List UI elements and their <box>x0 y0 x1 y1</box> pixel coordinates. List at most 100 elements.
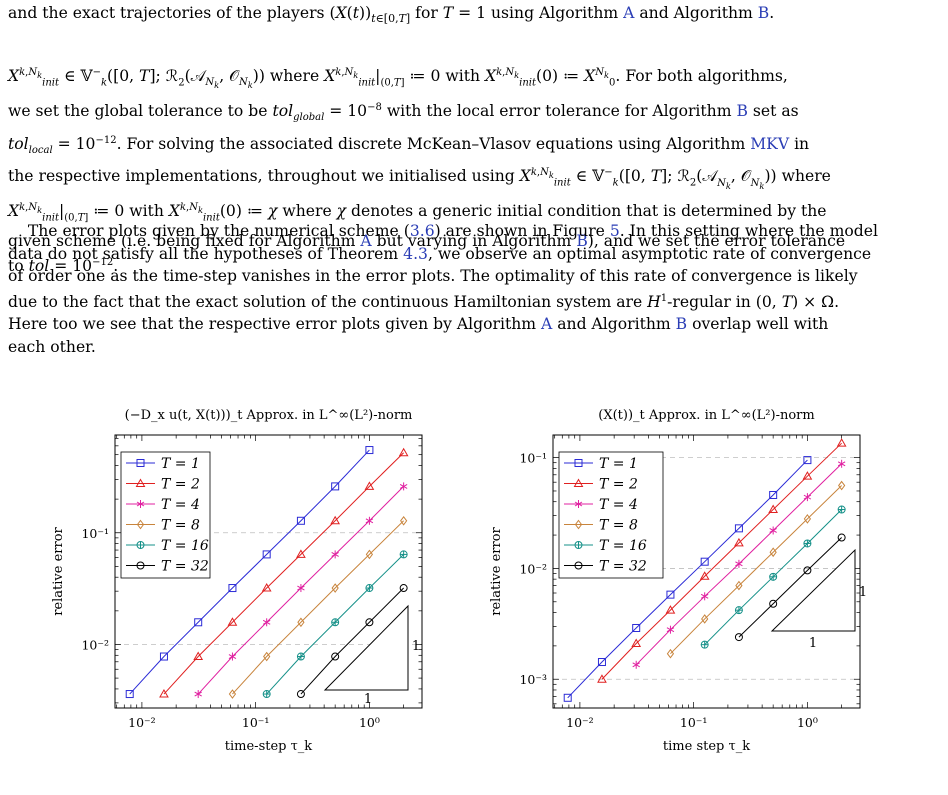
data-point-stroke <box>194 691 202 697</box>
data-point-stroke <box>331 551 339 557</box>
legend-label: T = 16 <box>161 538 209 554</box>
data-point <box>261 583 272 592</box>
legend-label: T = 4 <box>161 497 200 513</box>
paragraph-tolerances: Xk,Nkinit ∈ 𝕍−k([0, T]; ℛ2(𝒜Nk, 𝒪Nk)) wh… <box>8 62 938 278</box>
p2-line-3: of order one as the time-step vanishes i… <box>8 267 858 285</box>
plot-frame <box>114 434 423 709</box>
data-point <box>631 638 642 648</box>
link-algorithm-a[interactable]: A <box>623 4 635 22</box>
data-point <box>837 459 846 468</box>
data-point <box>193 651 204 661</box>
data-point <box>365 584 374 593</box>
p2-line-5: Here too we see that the respective erro… <box>8 315 829 334</box>
p1-line-1: Xk,Nkinit ∈ 𝕍−k([0, T]; ℛ2(𝒜Nk, 𝒪Nk)) wh… <box>8 67 788 91</box>
chart-1: 1 1 T = 1 T = 2 T = 4 T = 8 T = 16 T = 32 10⁻² 10… <box>51 408 423 754</box>
slope-triangle <box>323 604 409 691</box>
link-algorithm-a[interactable]: A <box>541 315 553 334</box>
axis-ticks <box>553 435 860 708</box>
text-top-line: and the exact trajectories of the player… <box>8 4 775 26</box>
legend-label: T = 16 <box>599 538 647 554</box>
data-point-stroke <box>365 518 374 524</box>
data-point <box>803 493 812 502</box>
data-point <box>768 504 779 514</box>
y-tick-label: 10⁻¹ <box>519 451 547 466</box>
series-T32 <box>296 584 408 699</box>
legend-box <box>120 451 211 579</box>
data-point-stroke <box>399 483 408 489</box>
data-point-stroke <box>837 461 846 467</box>
data-point <box>228 584 237 593</box>
legend-marker <box>574 519 583 530</box>
data-point-stroke <box>262 619 271 625</box>
chart-title: (−D_x u(t, X(t)))_t Approx. in L^∞(L²)-n… <box>125 408 413 423</box>
data-point <box>228 652 237 661</box>
link-algorithm-b[interactable]: B <box>675 315 688 334</box>
x-axis-label: time-step τ_k <box>225 739 313 754</box>
data-point <box>802 471 813 480</box>
legend-marker <box>136 561 145 570</box>
series-line <box>163 452 404 695</box>
data-point <box>735 559 743 568</box>
data-point <box>734 524 743 533</box>
data-point <box>365 549 374 560</box>
x-tick-label: 10⁻² <box>566 715 594 730</box>
link-theorem-4-3[interactable]: 4.3 <box>403 244 428 263</box>
data-point <box>331 583 339 593</box>
x-tick-label: 10⁻¹ <box>242 715 270 730</box>
y-axis-label: relative error <box>51 526 66 615</box>
series-T16 <box>262 550 408 699</box>
data-point <box>699 571 710 580</box>
data-point <box>159 652 168 661</box>
p1-line-4: the respective implementations, througho… <box>8 167 831 191</box>
data-point <box>330 515 341 525</box>
legend-label: T = 8 <box>161 518 200 534</box>
data-point-stroke <box>803 494 812 500</box>
link-algorithm-b[interactable]: B <box>576 231 588 250</box>
legend-marker-stroke <box>574 501 583 507</box>
data-point <box>331 550 339 559</box>
data-point-stroke <box>700 593 709 599</box>
series-line <box>601 442 842 680</box>
link-algorithm-b[interactable]: B <box>757 4 770 22</box>
legend-marker <box>136 459 145 467</box>
data-point <box>194 690 202 699</box>
data-point <box>297 617 305 628</box>
y-axis-label: relative error <box>489 526 504 615</box>
x-tick-label: 10⁰ <box>359 715 380 730</box>
data-point <box>665 605 676 614</box>
data-point <box>563 693 572 702</box>
link-algorithm-a[interactable]: A <box>360 231 372 250</box>
data-point <box>803 566 812 575</box>
data-point <box>666 625 675 634</box>
data-point <box>734 537 744 547</box>
y-tick-label: 10⁻¹ <box>81 526 109 541</box>
link-algorithm-b[interactable]: B <box>736 101 748 120</box>
series-line <box>670 485 842 655</box>
data-point <box>666 590 675 599</box>
data-point <box>194 618 203 627</box>
x-tick-label: 10⁰ <box>797 715 818 730</box>
data-point <box>769 572 778 581</box>
p1-line-3: tollocal = 10−12. For solving the associ… <box>8 134 810 156</box>
data-point <box>398 447 409 457</box>
link-figure-5[interactable]: 5 <box>609 222 620 240</box>
series-T32 <box>734 533 846 642</box>
data-point <box>803 456 812 465</box>
data-point <box>836 438 847 447</box>
p2-line-2: data do not satisfy all the hypotheses o… <box>8 244 872 263</box>
series-T2 <box>597 438 847 683</box>
legend-marker-stroke <box>136 501 145 507</box>
link-algorithm-mkv[interactable]: MKV <box>750 134 790 153</box>
chart-title: (X(t))_t Approx. in L^∞(L²)-norm <box>598 408 814 423</box>
p1-line-2: we set the global tolerance to be tolglo… <box>8 101 799 124</box>
data-point <box>734 606 743 615</box>
legend-label: T = 32 <box>599 559 647 575</box>
p2-line-4: due to the fact that the exact solution … <box>8 292 840 311</box>
data-point <box>837 505 846 514</box>
data-point <box>803 514 812 524</box>
legend-label: T = 32 <box>161 559 209 575</box>
data-point <box>365 618 374 627</box>
legend: T = 1 T = 2 T = 4 T = 8 T = 16 T = 32 <box>558 451 664 579</box>
link-eq-3-6[interactable]: 3.6 <box>409 222 435 240</box>
series-T1 <box>125 446 374 699</box>
